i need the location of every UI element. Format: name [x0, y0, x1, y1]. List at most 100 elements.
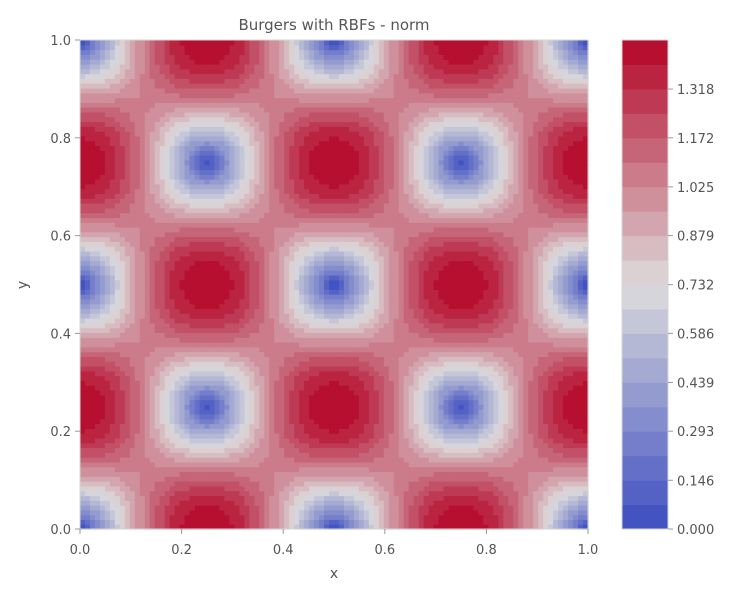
contour-field [80, 40, 589, 530]
contour-cell [289, 466, 295, 473]
contour-cell [269, 442, 275, 449]
contour-cell [184, 346, 191, 353]
contour-cell [214, 404, 221, 410]
contour-cell [164, 40, 171, 46]
contour-cell [229, 342, 235, 348]
contour-cell [184, 198, 191, 204]
contour-cell [124, 246, 131, 252]
contour-cell [314, 437, 320, 444]
contour-cell [80, 370, 86, 377]
contour-cell [224, 452, 231, 458]
contour-cell [199, 361, 206, 367]
contour-cell [199, 265, 206, 271]
contour-cell [84, 351, 91, 358]
contour-cell [104, 126, 111, 132]
contour-cell [149, 361, 156, 367]
contour-cell [169, 361, 176, 367]
contour-cell [174, 413, 181, 420]
contour-cell [119, 212, 126, 218]
contour-cell [234, 83, 240, 89]
contour-cell [169, 514, 176, 521]
contour-cell [264, 442, 270, 449]
contour-cell [174, 346, 181, 353]
contour-cell [279, 145, 285, 151]
contour-cell [189, 250, 196, 257]
contour-cell [284, 409, 290, 415]
contour-cell [104, 279, 111, 286]
contour-cell [104, 447, 111, 453]
contour-cell [239, 476, 245, 482]
contour-cell [254, 274, 260, 281]
contour-cell [214, 131, 221, 137]
contour-cell [119, 203, 126, 209]
contour-cell [134, 231, 141, 238]
contour-cell [244, 437, 250, 444]
contour-cell [80, 188, 86, 195]
contour-cell [109, 236, 116, 242]
contour-cell [224, 332, 231, 338]
contour-cell [299, 289, 305, 295]
contour-cell [164, 102, 171, 108]
contour-cell [174, 428, 181, 434]
contour-cell [309, 342, 315, 348]
contour-cell [164, 385, 171, 391]
contour-cell [174, 303, 181, 310]
contour-cell [109, 342, 116, 348]
contour-cell [194, 389, 201, 396]
contour-cell [94, 59, 101, 65]
contour-cell [104, 59, 111, 65]
contour-cell [269, 380, 275, 386]
contour-cell [219, 231, 226, 238]
contour-cell [259, 255, 265, 262]
contour-cell [284, 471, 290, 477]
contour-cell [319, 174, 325, 180]
contour-cell [304, 495, 310, 501]
contour-cell [254, 289, 260, 295]
contour-cell [154, 370, 161, 377]
contour-cell [154, 40, 161, 46]
contour-cell [139, 78, 146, 84]
contour-cell [269, 332, 275, 338]
contour-cell [204, 155, 211, 161]
contour-cell [139, 145, 146, 151]
contour-cell [214, 485, 221, 492]
contour-cell [229, 289, 235, 295]
contour-cell [179, 356, 186, 362]
contour-cell [264, 447, 270, 453]
contour-cell [114, 452, 121, 458]
contour-cell [139, 183, 146, 190]
contour-cell [99, 107, 106, 113]
contour-cell [269, 490, 275, 497]
contour-cell [239, 40, 245, 46]
contour-cell [294, 370, 300, 377]
contour-cell [159, 289, 166, 295]
contour-cell [164, 265, 171, 271]
contour-cell [224, 505, 231, 511]
contour-cell [184, 327, 191, 334]
contour-cell [104, 519, 111, 525]
contour-cell [284, 150, 290, 156]
contour-cell [209, 135, 216, 142]
contour-cell [104, 327, 111, 334]
contour-cell [309, 222, 315, 228]
contour-cell [84, 442, 91, 449]
contour-cell [109, 437, 116, 444]
contour-cell [149, 332, 156, 338]
contour-cell [149, 289, 156, 295]
contour-cell [199, 442, 206, 449]
contour-cell [289, 155, 295, 161]
contour-cell [214, 389, 221, 396]
contour-cell [254, 356, 260, 362]
contour-cell [154, 366, 161, 372]
contour-cell [154, 413, 161, 420]
contour-cell [204, 505, 211, 511]
contour-cell [224, 476, 231, 482]
contour-cell [84, 265, 91, 271]
contour-cell [179, 404, 186, 410]
contour-cell [129, 399, 136, 405]
contour-cell [309, 92, 315, 99]
contour-cell [80, 505, 86, 511]
contour-cell [84, 116, 91, 123]
contour-cell [129, 318, 136, 324]
contour-cell [309, 140, 315, 147]
